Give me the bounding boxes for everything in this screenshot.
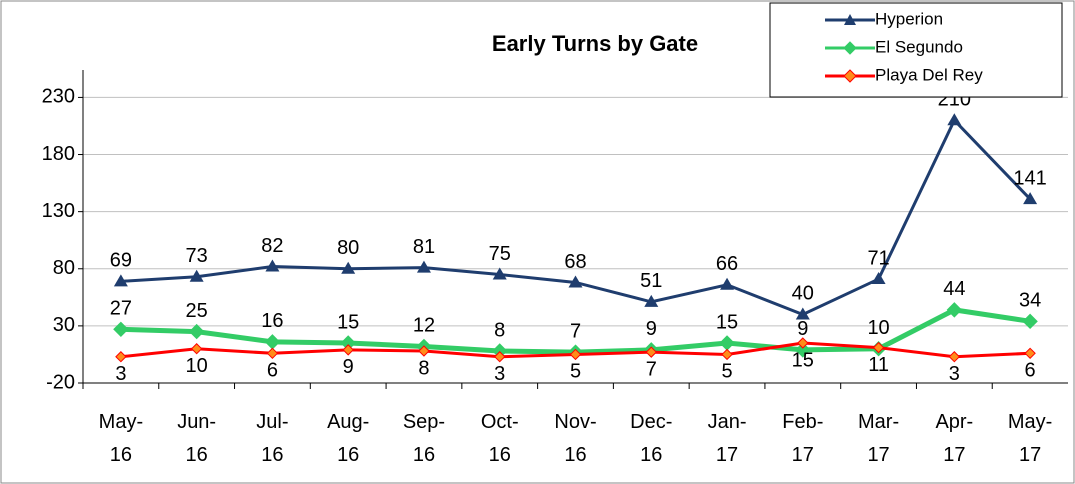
data-label: 71 (867, 247, 889, 269)
data-label: 75 (489, 243, 511, 265)
point (115, 351, 127, 363)
data-label: 15 (792, 349, 814, 371)
point (113, 321, 129, 338)
y-tick-label: 230 (42, 86, 75, 108)
data-label: 8 (494, 319, 505, 341)
point (645, 346, 657, 358)
legend-marker (844, 14, 856, 25)
legend-marker (843, 41, 857, 55)
chart-title: Early Turns by Gate (492, 31, 698, 56)
point (872, 341, 885, 354)
data-label: 3 (949, 363, 960, 385)
legend-box (769, 2, 1063, 98)
x-tick-label: Jul-16 (256, 411, 288, 466)
data-label: 15 (337, 311, 359, 333)
data-label: 141 (1013, 167, 1046, 189)
point (795, 342, 811, 358)
data-label: 81 (413, 236, 435, 258)
data-label: 5 (570, 361, 581, 383)
point (946, 302, 963, 318)
data-label: 11 (868, 354, 889, 376)
data-label: 8 (418, 357, 429, 379)
y-tick-label: -20 (46, 371, 75, 393)
point (266, 347, 279, 360)
data-label: 66 (716, 253, 738, 275)
point (569, 348, 582, 361)
point (341, 261, 356, 274)
x-tick-label: Apr-17 (935, 411, 973, 466)
data-label: 6 (1025, 360, 1036, 382)
point (644, 294, 659, 307)
point (416, 260, 431, 273)
data-label: 25 (186, 300, 208, 322)
y-tick-label: 80 (53, 257, 75, 279)
legend-label: Playa Del Rey (875, 65, 983, 84)
y-tick-label: 30 (53, 314, 75, 336)
data-label: 9 (646, 318, 657, 340)
point (948, 351, 961, 363)
point (721, 348, 733, 361)
x-tick-label: May-17 (1008, 411, 1052, 466)
data-label: 15 (716, 311, 738, 333)
data-label: 10 (186, 355, 208, 377)
point (1022, 313, 1038, 330)
data-label: 5 (721, 361, 732, 383)
x-tick-label: May-16 (99, 411, 143, 466)
data-label: 10 (867, 317, 889, 339)
x-tick-label: Jun-16 (177, 411, 216, 466)
point (494, 351, 506, 363)
point (947, 113, 962, 126)
data-label: 16 (261, 310, 283, 332)
point (871, 272, 886, 285)
data-label: 40 (792, 283, 814, 305)
point (188, 323, 205, 340)
point (568, 275, 583, 288)
data-label: 27 (110, 298, 132, 320)
x-tick-label: Feb-17 (782, 411, 823, 466)
data-label: 9 (343, 356, 354, 378)
x-tick-label: Nov-16 (554, 411, 596, 466)
data-label: 68 (564, 251, 586, 273)
y-tick-label: 130 (42, 200, 75, 222)
x-tick-label: Dec-16 (630, 411, 672, 466)
data-label: 82 (261, 235, 283, 257)
data-label: 6 (267, 360, 278, 382)
data-label: 51 (640, 270, 662, 292)
legend-label: Hyperion (875, 9, 943, 28)
x-tick-label: Sep-16 (403, 411, 445, 466)
point (189, 269, 204, 282)
data-label: 34 (1019, 290, 1041, 312)
legend-marker (843, 69, 857, 83)
point (1023, 192, 1038, 205)
data-label: 7 (570, 320, 581, 342)
point (797, 337, 809, 349)
point (265, 259, 280, 272)
data-label: 7 (646, 358, 657, 380)
x-tick-label: Jan-17 (708, 411, 747, 466)
point (492, 267, 507, 280)
data-label: 3 (494, 363, 505, 385)
data-label: 12 (413, 315, 435, 337)
point (190, 343, 203, 355)
x-tick-label: Oct-16 (481, 411, 519, 466)
data-label: 80 (337, 237, 359, 259)
point (342, 344, 354, 356)
data-label: 69 (110, 250, 132, 272)
x-tick-label: Aug-16 (327, 411, 369, 466)
x-tick-label: Mar-17 (858, 411, 899, 466)
point (113, 274, 128, 287)
point (418, 345, 430, 357)
point (720, 277, 735, 290)
data-label: 44 (943, 278, 965, 300)
point (795, 307, 810, 320)
data-label: 73 (186, 245, 208, 267)
data-label: 3 (115, 363, 126, 385)
point (1024, 347, 1036, 360)
legend-label: El Segundo (875, 37, 963, 56)
data-label: 9 (797, 318, 808, 340)
y-tick-label: 180 (42, 143, 75, 165)
